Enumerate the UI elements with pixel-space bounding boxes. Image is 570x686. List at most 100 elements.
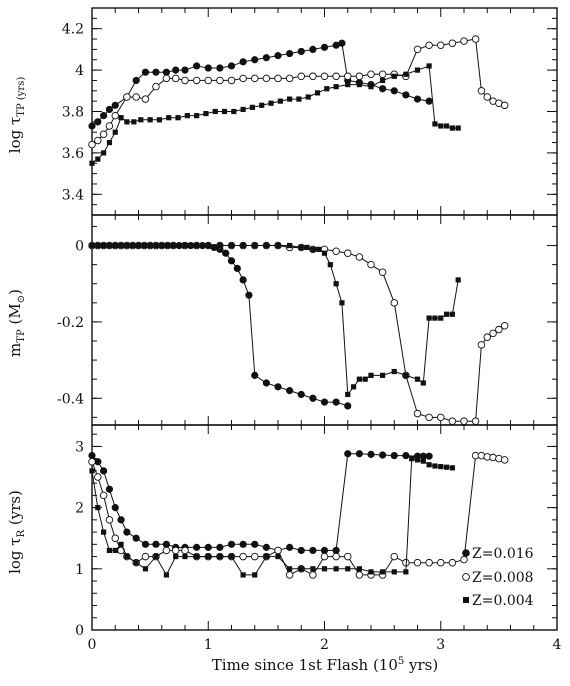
data-point — [344, 552, 352, 561]
data-point — [204, 76, 212, 85]
data-point — [251, 371, 259, 379]
data-point — [182, 553, 188, 560]
data-point — [249, 104, 256, 110]
data-point — [194, 113, 200, 119]
data-point — [227, 257, 236, 265]
y-tick-label: 0 — [75, 623, 84, 639]
data-point — [111, 534, 119, 542]
data-point — [367, 260, 375, 269]
y-label-mid-sub: TP — [16, 329, 27, 343]
data-point — [425, 413, 433, 422]
data-point — [147, 242, 153, 249]
data-point — [152, 82, 160, 91]
data-point — [460, 555, 468, 564]
data-point — [227, 62, 236, 70]
data-point — [216, 76, 224, 85]
data-point — [413, 409, 422, 418]
data-point — [141, 68, 150, 76]
series-top-2 — [89, 63, 461, 166]
data-point — [489, 329, 497, 338]
data-point — [390, 87, 398, 95]
data-point — [285, 74, 294, 83]
data-point — [390, 299, 399, 307]
data-point — [163, 572, 169, 578]
data-point — [263, 242, 269, 249]
data-point — [88, 122, 96, 130]
data-point — [250, 552, 259, 561]
data-point — [240, 106, 246, 113]
data-point — [184, 113, 190, 119]
data-point — [95, 242, 101, 249]
data-point — [380, 77, 386, 84]
data-point — [111, 101, 119, 109]
x-tick-label: 0 — [88, 637, 97, 653]
y-tick-label: 2 — [75, 501, 84, 517]
data-point — [344, 249, 352, 257]
data-point — [448, 417, 457, 425]
legend-marker-z0004 — [463, 597, 469, 603]
y-label-mid-unit-end: ) — [6, 289, 24, 295]
data-point — [153, 242, 159, 249]
y-tick-label: 3 — [75, 439, 84, 455]
x-tick-label: 4 — [553, 637, 562, 653]
data-point — [413, 45, 422, 54]
panel-middle: 0 -0.2 -0.4 — [57, 214, 558, 426]
data-point — [438, 315, 444, 321]
data-point — [188, 242, 194, 249]
data-point — [344, 402, 352, 410]
data-point — [222, 249, 230, 257]
data-point — [95, 156, 101, 162]
data-point — [106, 242, 113, 249]
data-point — [251, 540, 259, 548]
data-point — [252, 242, 258, 249]
data-point — [287, 96, 293, 102]
data-point — [449, 465, 455, 471]
data-point — [239, 276, 247, 284]
data-point — [112, 129, 118, 135]
y-label-bottom: log τR (yrs) — [6, 490, 27, 574]
data-point — [413, 558, 422, 567]
data-point — [141, 552, 150, 561]
data-point — [233, 264, 241, 273]
data-point — [500, 321, 509, 330]
series-middle-0 — [88, 241, 352, 410]
data-point — [106, 139, 113, 146]
data-point — [239, 58, 247, 66]
data-point — [414, 376, 421, 382]
series-bottom-1 — [88, 451, 509, 579]
data-point — [262, 74, 271, 83]
data-point — [471, 35, 480, 43]
x-label-sup: 5 — [398, 656, 404, 667]
data-point — [362, 376, 368, 382]
data-point — [390, 451, 398, 460]
data-point — [324, 86, 330, 92]
data-point — [112, 547, 118, 554]
data-point — [240, 572, 246, 578]
data-point — [425, 452, 433, 460]
data-point — [367, 450, 375, 458]
data-point — [181, 66, 189, 74]
y-tick-label: 1 — [75, 562, 84, 578]
data-point — [378, 268, 387, 277]
y-label-top-sub: TP (yrs) — [16, 77, 27, 117]
data-point — [99, 130, 108, 139]
data-point — [298, 244, 304, 251]
data-point — [205, 553, 211, 560]
panel-top: 3.4 3.6 3.8 4 4.2 — [62, 7, 558, 216]
panels: 3.4 3.6 3.8 4 4.2 0 -0.2 -0.4 0 1 2 3 0 1 2 3 4 — [57, 7, 562, 653]
data-point — [314, 90, 321, 96]
y-label-top-main: log τ — [6, 117, 24, 154]
data-point — [345, 81, 351, 88]
data-point — [268, 100, 274, 106]
data-point — [356, 566, 362, 572]
data-point — [332, 247, 340, 256]
data-point — [333, 566, 339, 572]
data-point — [105, 516, 114, 524]
data-point — [205, 242, 211, 249]
panel-frame-top — [91, 7, 558, 216]
data-point — [133, 560, 139, 566]
data-point — [432, 315, 438, 321]
series-line — [92, 245, 348, 407]
data-point — [262, 54, 270, 62]
